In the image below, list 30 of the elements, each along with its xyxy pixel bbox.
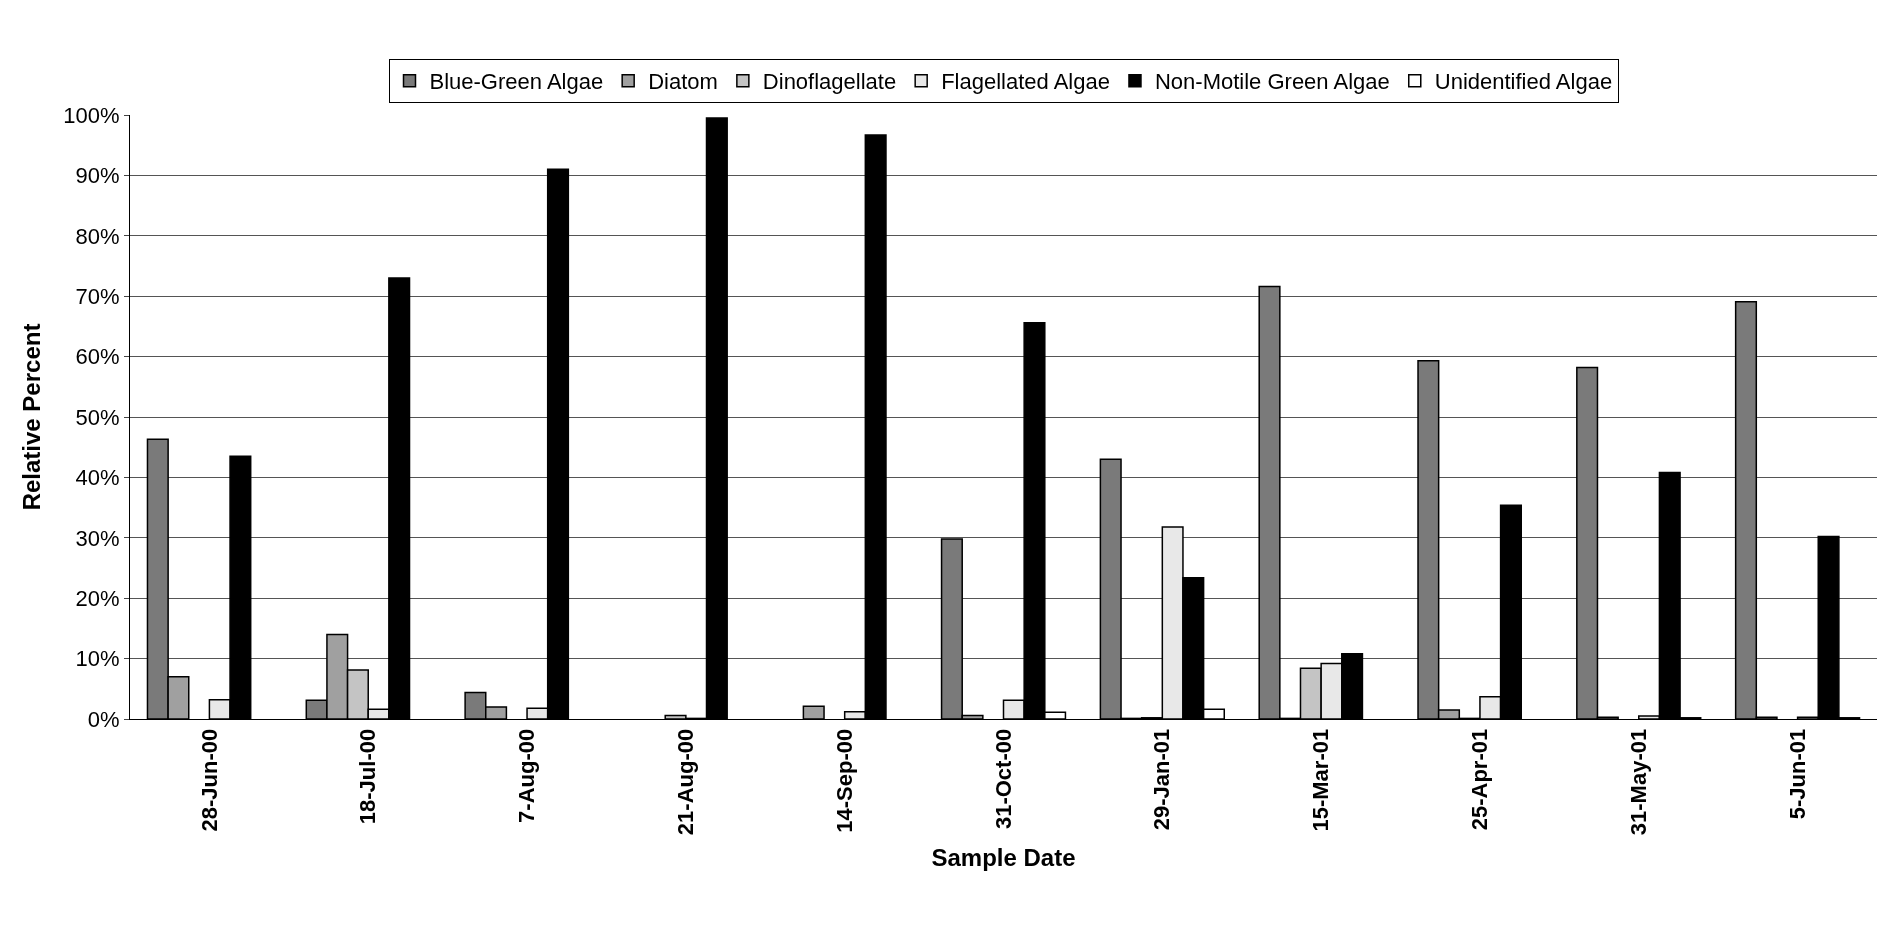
x-tick-label: 7-Aug-00 (514, 728, 540, 823)
y-tick-label: 80% (75, 223, 120, 249)
x-tick-label: 15-Mar-01 (1308, 728, 1334, 832)
x-tick-label: 31-May-01 (1625, 728, 1651, 836)
legend-label: Unidentified Algae (1434, 69, 1613, 95)
y-tick-label: 10% (75, 646, 120, 672)
x-tick-label: 18-Jul-00 (355, 728, 381, 825)
x-tick-label: 31-Oct-00 (990, 728, 1016, 830)
y-tick-label: 90% (75, 163, 120, 189)
y-tick-label: 30% (75, 525, 120, 551)
y-tick-label: 70% (75, 283, 120, 309)
legend-label: Non-Motile Green Algae (1154, 69, 1390, 95)
x-tick-label: 14-Sep-00 (831, 728, 857, 833)
legend-label: Flagellated Algae (941, 69, 1110, 95)
x-tick-label: 25-Apr-01 (1467, 728, 1493, 831)
y-tick-label: 60% (75, 344, 120, 370)
y-tick-label: 50% (75, 404, 120, 430)
legend-label: Blue-Green Algae (429, 69, 604, 95)
x-tick-label: 29-Jan-01 (1149, 728, 1175, 831)
x-tick-label: 5-Jun-01 (1784, 728, 1810, 820)
x-tick-label: 21-Aug-00 (673, 728, 699, 836)
x-tick-label: 28-Jun-00 (196, 728, 222, 832)
y-axis-title: Relative Percent (18, 323, 46, 511)
legend-label: Diatom (648, 69, 718, 95)
x-axis-title: Sample Date (931, 844, 1076, 872)
y-tick-label: 100% (63, 102, 120, 128)
legend-label: Dinoflagellate (762, 69, 897, 95)
y-tick-label: 20% (75, 585, 120, 611)
y-tick-label: 0% (87, 706, 120, 732)
y-tick-label: 40% (75, 465, 120, 491)
